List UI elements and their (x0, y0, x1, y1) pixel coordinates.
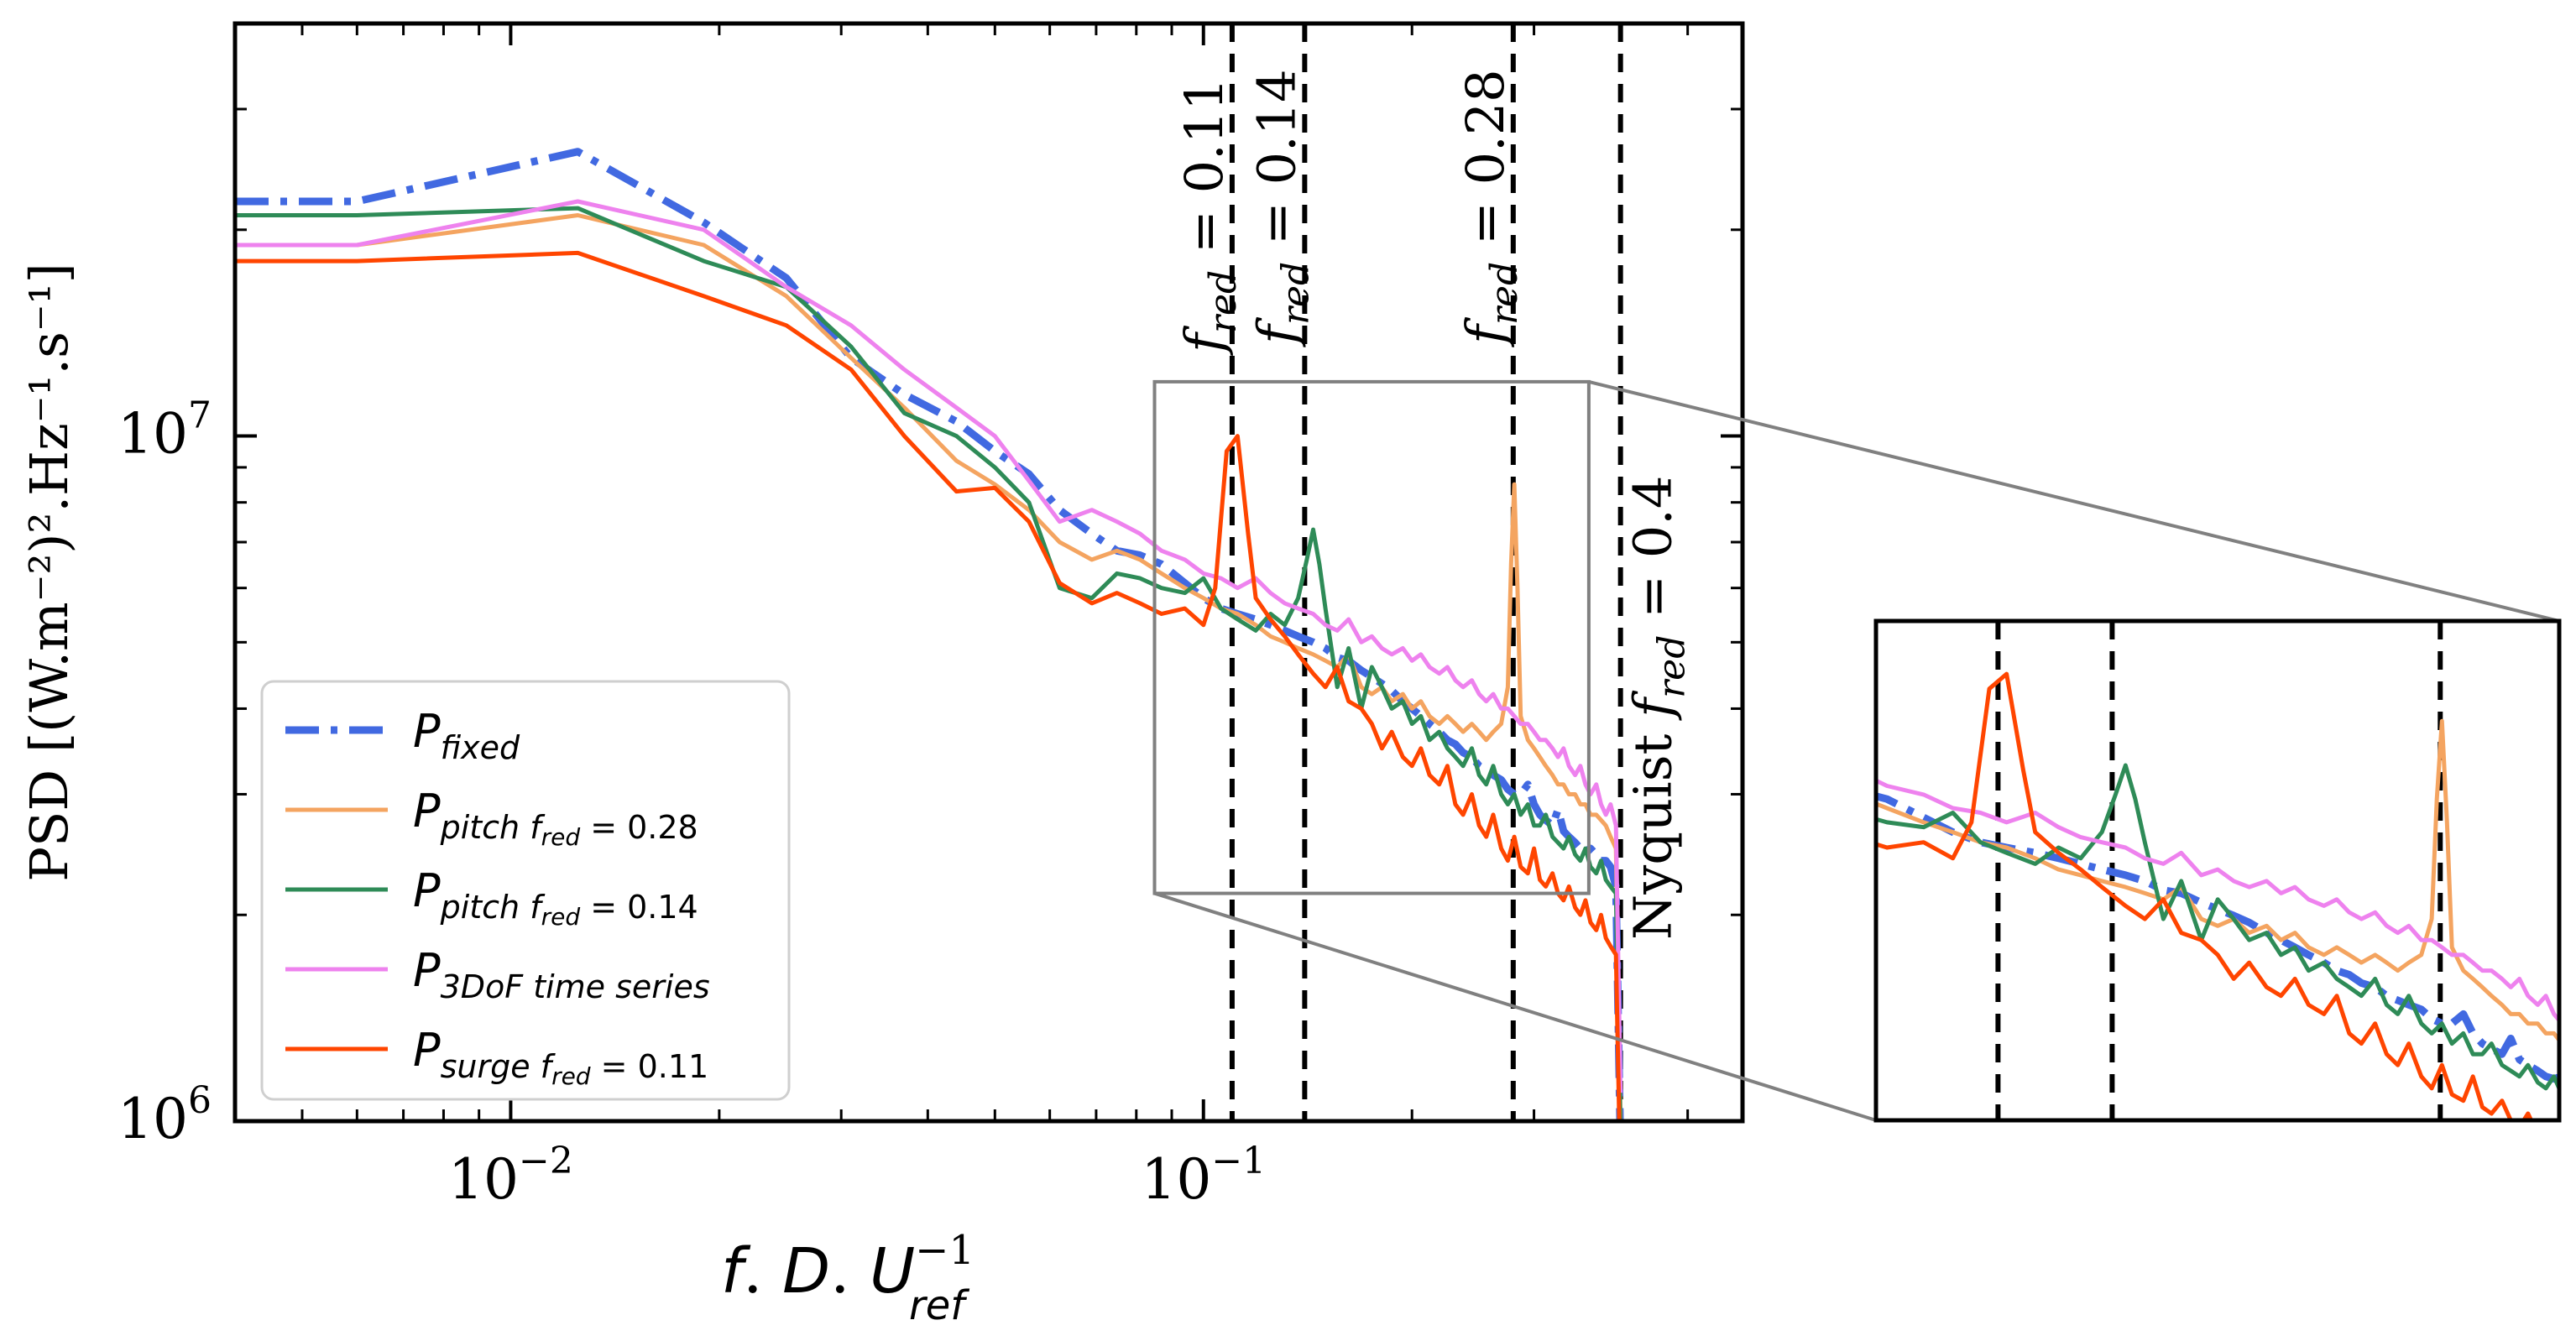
series-line (235, 199, 1623, 1093)
series-line (235, 250, 1622, 1121)
legend: Pfixed Ppitch fred = 0.28 Ppitch fred = 0.… (260, 680, 791, 1101)
inset-plot-frame (1873, 618, 2562, 1123)
x-axis-label-d: D (782, 1235, 830, 1307)
zoom-connector-top (1588, 379, 2560, 623)
x-tick-label: 10−1 (1141, 1140, 1266, 1212)
x-axis-label-sub: ref (909, 1282, 969, 1329)
inset-series-line (1876, 792, 2559, 1083)
legend-entry: Ppitch fred = 0.14 (413, 864, 698, 931)
legend-frame (260, 680, 791, 1101)
main-plot-frame (233, 21, 1745, 1124)
x-axis-label-dot1: . (743, 1235, 782, 1307)
zoom-region (1152, 379, 2560, 1122)
zoom-connector-bottom (1153, 891, 1877, 1122)
x-tick-label: 10−2 (448, 1140, 573, 1212)
reference-line-label: fred = 0.28 (1455, 69, 1526, 347)
x-axis-label-u: U (870, 1235, 915, 1307)
y-tick-labels: 106 107 (118, 394, 212, 1151)
main-series-group (235, 148, 1624, 1121)
legend-entry: P3DoF time series (413, 944, 710, 1005)
x-axis-label-dot2: . (830, 1235, 870, 1307)
reference-line-label: Nyquist fred = 0.4 (1622, 476, 1694, 940)
x-tick-labels: 10−2 10−1 (448, 1140, 1266, 1212)
inset-series-line (1876, 763, 2559, 1094)
inset-series-group (1876, 671, 2559, 1120)
legend-entry: Pfixed (413, 705, 520, 766)
legend-entry: Psurge fred = 0.11 (413, 1024, 708, 1090)
y-tick-label: 106 (118, 1079, 212, 1151)
y-tick-label: 107 (118, 394, 212, 467)
reference-line-label: fred = 0.11 (1173, 77, 1245, 356)
x-axis-label-sup: −1 (915, 1227, 974, 1274)
series-line (235, 206, 1622, 1121)
legend-entry: Ppitch fred = 0.28 (413, 785, 698, 851)
zoom-rectangle (1152, 379, 1591, 895)
y-axis-label: PSD [(W.m⁻²)².Hz⁻¹.s⁻¹] (18, 263, 80, 881)
series-line (235, 213, 1623, 1121)
x-axis-label: f. D. U−1 ref (721, 1227, 974, 1329)
inset-series-line (1876, 718, 2559, 1044)
inset-series-line (1876, 671, 2534, 1120)
inset-series-line (1876, 778, 2559, 1024)
reference-line-label: fred = 0.14 (1246, 69, 1317, 347)
